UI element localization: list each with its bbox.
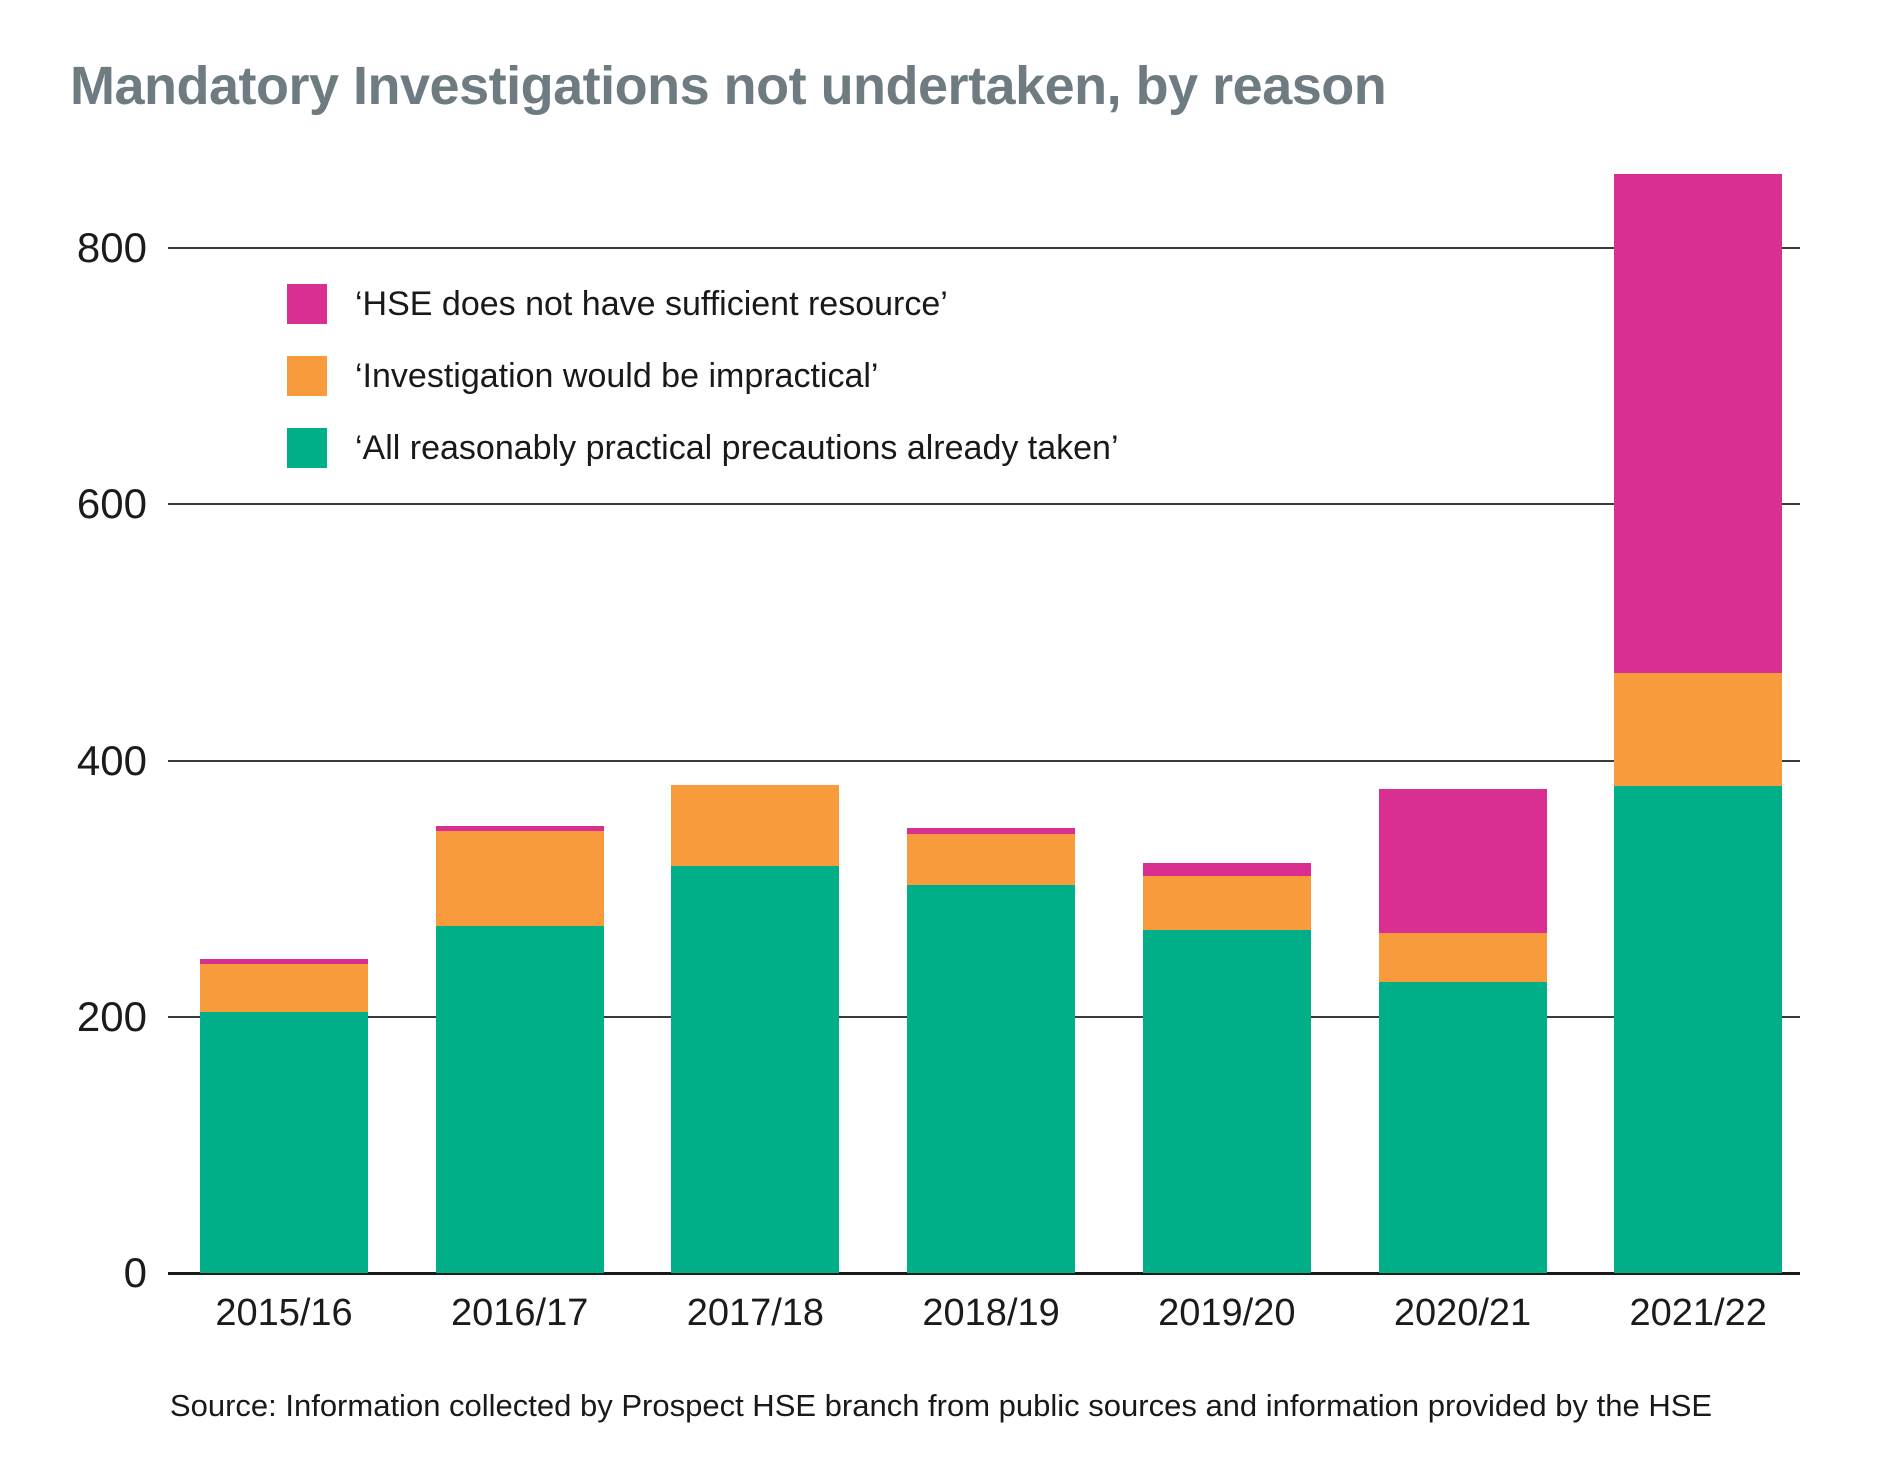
bar-segment-2020-21 [1378,933,1547,983]
bar-segment-2018-19 [907,884,1076,1273]
bar-segment-2015-16 [200,959,368,965]
gridline-600 [168,503,1800,506]
bar-segment-2021-22 [1614,673,1783,787]
legend: ‘HSE does not have sufficient resource’ … [287,284,1119,468]
legend-swatch-pink-icon [287,284,327,324]
y-tick-label: 800 [76,224,147,271]
bar-segment-2015-16 [200,1011,368,1273]
gridline-400 [168,759,1800,762]
y-tick-label: 400 [76,736,147,784]
legend-swatch-green-icon [287,428,327,468]
y-tick-label: 200 [76,992,147,1040]
x-tick-label: 2015/16 [215,1292,353,1334]
x-tick-label: 2016/17 [451,1292,589,1334]
legend-label: ‘All reasonably practical precautions al… [355,428,1119,467]
bar-segment-2021-22 [1614,173,1783,674]
x-tick-label: 2019/20 [1158,1292,1296,1334]
bar-segment-2018-19 [907,833,1076,885]
bar-segment-2018-19 [907,828,1076,834]
bar-segment-2021-22 [1614,786,1783,1273]
legend-item-precautions-taken: ‘All reasonably practical precautions al… [287,428,1119,468]
bar-segment-2017-18 [671,865,840,1273]
legend-item-insufficient-resource: ‘HSE does not have sufficient resource’ [287,284,1119,324]
bar-segment-2015-16 [200,964,368,1012]
source-note: Source: Information collected by Prospec… [169,1388,1713,1423]
y-tick-label: 600 [76,480,147,528]
legend-label: ‘HSE does not have sufficient resource’ [355,284,948,323]
legend-label: ‘Investigation would be impractical’ [355,356,879,395]
bar-segment-2020-21 [1378,788,1547,934]
chart-title: Mandatory Investigations not undertaken,… [70,56,1387,116]
x-tick-label: 2017/18 [686,1292,825,1334]
x-tick-label: 2020/21 [1393,1292,1532,1334]
y-tick-label: 0 [123,1249,147,1296]
gridline-800 [168,247,1800,249]
bar-segment-2019-20 [1142,875,1311,930]
x-tick-label: 2021/22 [1629,1292,1767,1334]
bar-segment-2019-20 [1142,929,1311,1273]
legend-swatch-orange-icon [287,356,327,396]
x-axis-line [168,1271,1800,1275]
bar-segment-2019-20 [1142,863,1311,876]
bar-segment-2020-21 [1378,982,1547,1273]
bar-segment-2016-17 [435,925,604,1273]
bar-segment-2017-18 [671,784,840,866]
legend-item-impractical: ‘Investigation would be impractical’ [287,356,1119,396]
x-tick-label: 2018/19 [922,1292,1060,1334]
bar-segment-2016-17 [435,830,604,926]
bar-segment-2016-17 [435,825,604,831]
